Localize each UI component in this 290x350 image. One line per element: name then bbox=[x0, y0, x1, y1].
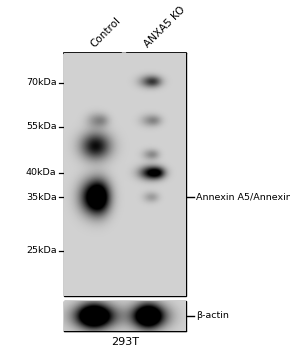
Text: β-actin: β-actin bbox=[196, 312, 229, 320]
Text: 40kDa: 40kDa bbox=[26, 168, 57, 177]
Text: Control: Control bbox=[88, 15, 122, 49]
Text: 55kDa: 55kDa bbox=[26, 122, 57, 131]
Text: 293T: 293T bbox=[111, 337, 139, 347]
Text: 70kDa: 70kDa bbox=[26, 78, 57, 88]
Text: ANXA5 KO: ANXA5 KO bbox=[142, 4, 187, 49]
Text: Annexin A5/Annexin V: Annexin A5/Annexin V bbox=[196, 193, 290, 202]
Text: 25kDa: 25kDa bbox=[26, 246, 57, 255]
Text: 35kDa: 35kDa bbox=[26, 193, 57, 202]
